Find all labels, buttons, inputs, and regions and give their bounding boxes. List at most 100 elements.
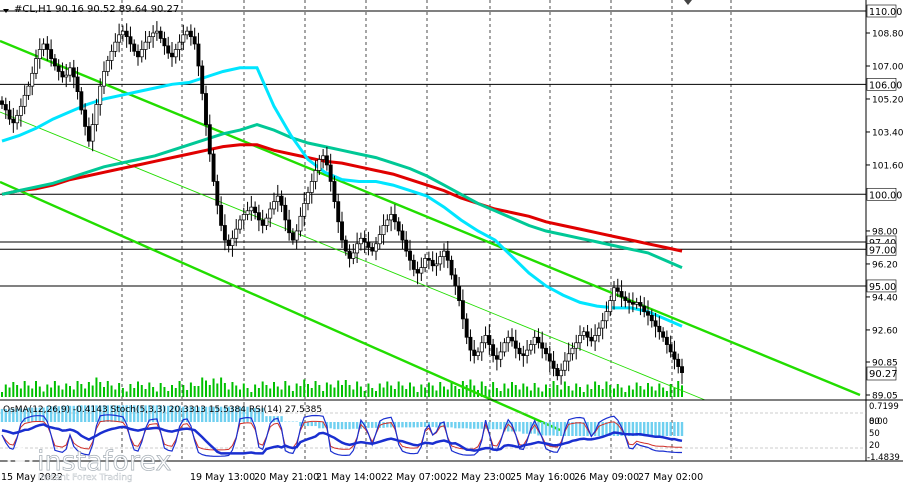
volume-bar <box>269 388 272 397</box>
volume-bar <box>280 389 283 397</box>
price-bar-body <box>438 256 443 265</box>
volume-bar <box>514 385 517 397</box>
volume-bar <box>405 389 408 397</box>
indicator-tick-label: 0.00 <box>869 417 888 427</box>
osma-bar <box>348 422 351 430</box>
price-bar-body <box>434 263 439 267</box>
price-level-box <box>866 242 897 256</box>
price-bar-body <box>453 274 458 287</box>
osma-bar <box>673 422 676 436</box>
osma-bar <box>238 406 242 422</box>
osma-bar <box>476 422 480 429</box>
price-bar-body <box>392 214 397 223</box>
chart-shift-icon[interactable] <box>684 0 692 5</box>
menu-triangle-icon[interactable] <box>3 9 9 13</box>
price-bar-body <box>638 302 643 307</box>
price-bar-body <box>230 237 235 246</box>
indicator-window <box>0 399 903 462</box>
volume-bar <box>137 381 139 397</box>
osma-bar <box>12 408 15 422</box>
price-bar-body <box>52 58 57 67</box>
volume-bar <box>144 389 147 397</box>
osma-bar <box>469 422 472 429</box>
osma-bar <box>597 422 601 436</box>
osma-bar <box>503 422 506 432</box>
volume-bar <box>541 391 544 397</box>
indicator-label: OsMA(12,26,9) -0.4143 Stoch(5,3,3) 20.33… <box>3 405 322 415</box>
osma-bar <box>408 422 412 428</box>
volume-bar <box>613 388 615 397</box>
volume-bar <box>129 384 132 397</box>
osma-bar <box>61 405 64 422</box>
osma-bar <box>442 422 446 428</box>
volume-bar <box>276 386 279 397</box>
price-level-label: 100.00 <box>869 190 902 201</box>
osma-bar <box>8 408 11 422</box>
osma-bar <box>223 406 227 422</box>
volume-bar <box>424 387 427 397</box>
osma-bar <box>95 405 98 422</box>
current-price-label: 90.27 <box>866 366 898 381</box>
volume-bar <box>533 383 536 397</box>
osma-bar <box>382 422 385 428</box>
price-bar-body <box>596 327 601 336</box>
volume-bar <box>114 389 117 397</box>
osma-bar <box>178 405 181 422</box>
price-tick-label: 98.00 <box>872 227 898 237</box>
volume-bar <box>140 385 143 397</box>
price-bar-body <box>287 219 292 234</box>
volume-bar <box>125 391 128 397</box>
volume-bar <box>35 381 37 397</box>
price-tick-label: 105.20 <box>872 95 903 105</box>
price-bar-body <box>381 225 386 235</box>
price-bar-body <box>593 335 598 342</box>
price-bar-body <box>423 258 428 268</box>
osma-bar <box>159 405 162 422</box>
price-bar-body <box>366 241 371 248</box>
osma-bar <box>643 422 646 436</box>
osma-bar <box>624 422 627 436</box>
volume-bar <box>178 381 181 397</box>
price-bar-body <box>661 331 666 338</box>
price-bar-body <box>612 287 616 301</box>
osma-bar <box>257 408 261 422</box>
indicator-tick-label: 50 <box>869 429 880 439</box>
price-bar-body <box>589 336 594 342</box>
osma-bar <box>310 422 313 427</box>
osma-bar <box>677 422 680 436</box>
volume-bar <box>465 385 468 397</box>
volume-bar <box>427 382 430 397</box>
price-level-box <box>866 4 897 18</box>
watermark-brand: instaforex <box>37 446 171 477</box>
osma-bar <box>117 405 121 422</box>
volume-bar <box>352 389 355 397</box>
volume-bar <box>53 381 56 397</box>
volume-bar <box>416 392 419 397</box>
watermark: instaforex Instant Forex Trading <box>7 446 172 483</box>
osma-bar <box>480 422 483 429</box>
osma-bar <box>106 405 109 422</box>
osma-bar <box>491 422 495 430</box>
osma-bar <box>99 405 102 422</box>
volume-bar <box>446 389 449 397</box>
price-bar-body <box>264 217 269 226</box>
volume-bar <box>318 385 321 397</box>
volume-bar <box>450 381 453 397</box>
price-bar-body <box>86 126 91 142</box>
price-bar-body <box>442 250 446 257</box>
price-level-box <box>866 78 897 91</box>
osma-bar <box>333 422 336 430</box>
price-level-label: 97.00 <box>869 245 896 256</box>
price-bar-body <box>256 212 261 221</box>
osma-bar <box>665 422 669 436</box>
price-bar-body <box>98 85 103 105</box>
price-bar-body <box>404 239 409 252</box>
osma-bar <box>163 405 166 422</box>
volume-bar <box>121 388 124 397</box>
price-bar-body <box>676 358 681 367</box>
volume-bar <box>639 386 642 397</box>
price-bar-body <box>68 67 72 76</box>
price-bar-body <box>279 195 284 206</box>
